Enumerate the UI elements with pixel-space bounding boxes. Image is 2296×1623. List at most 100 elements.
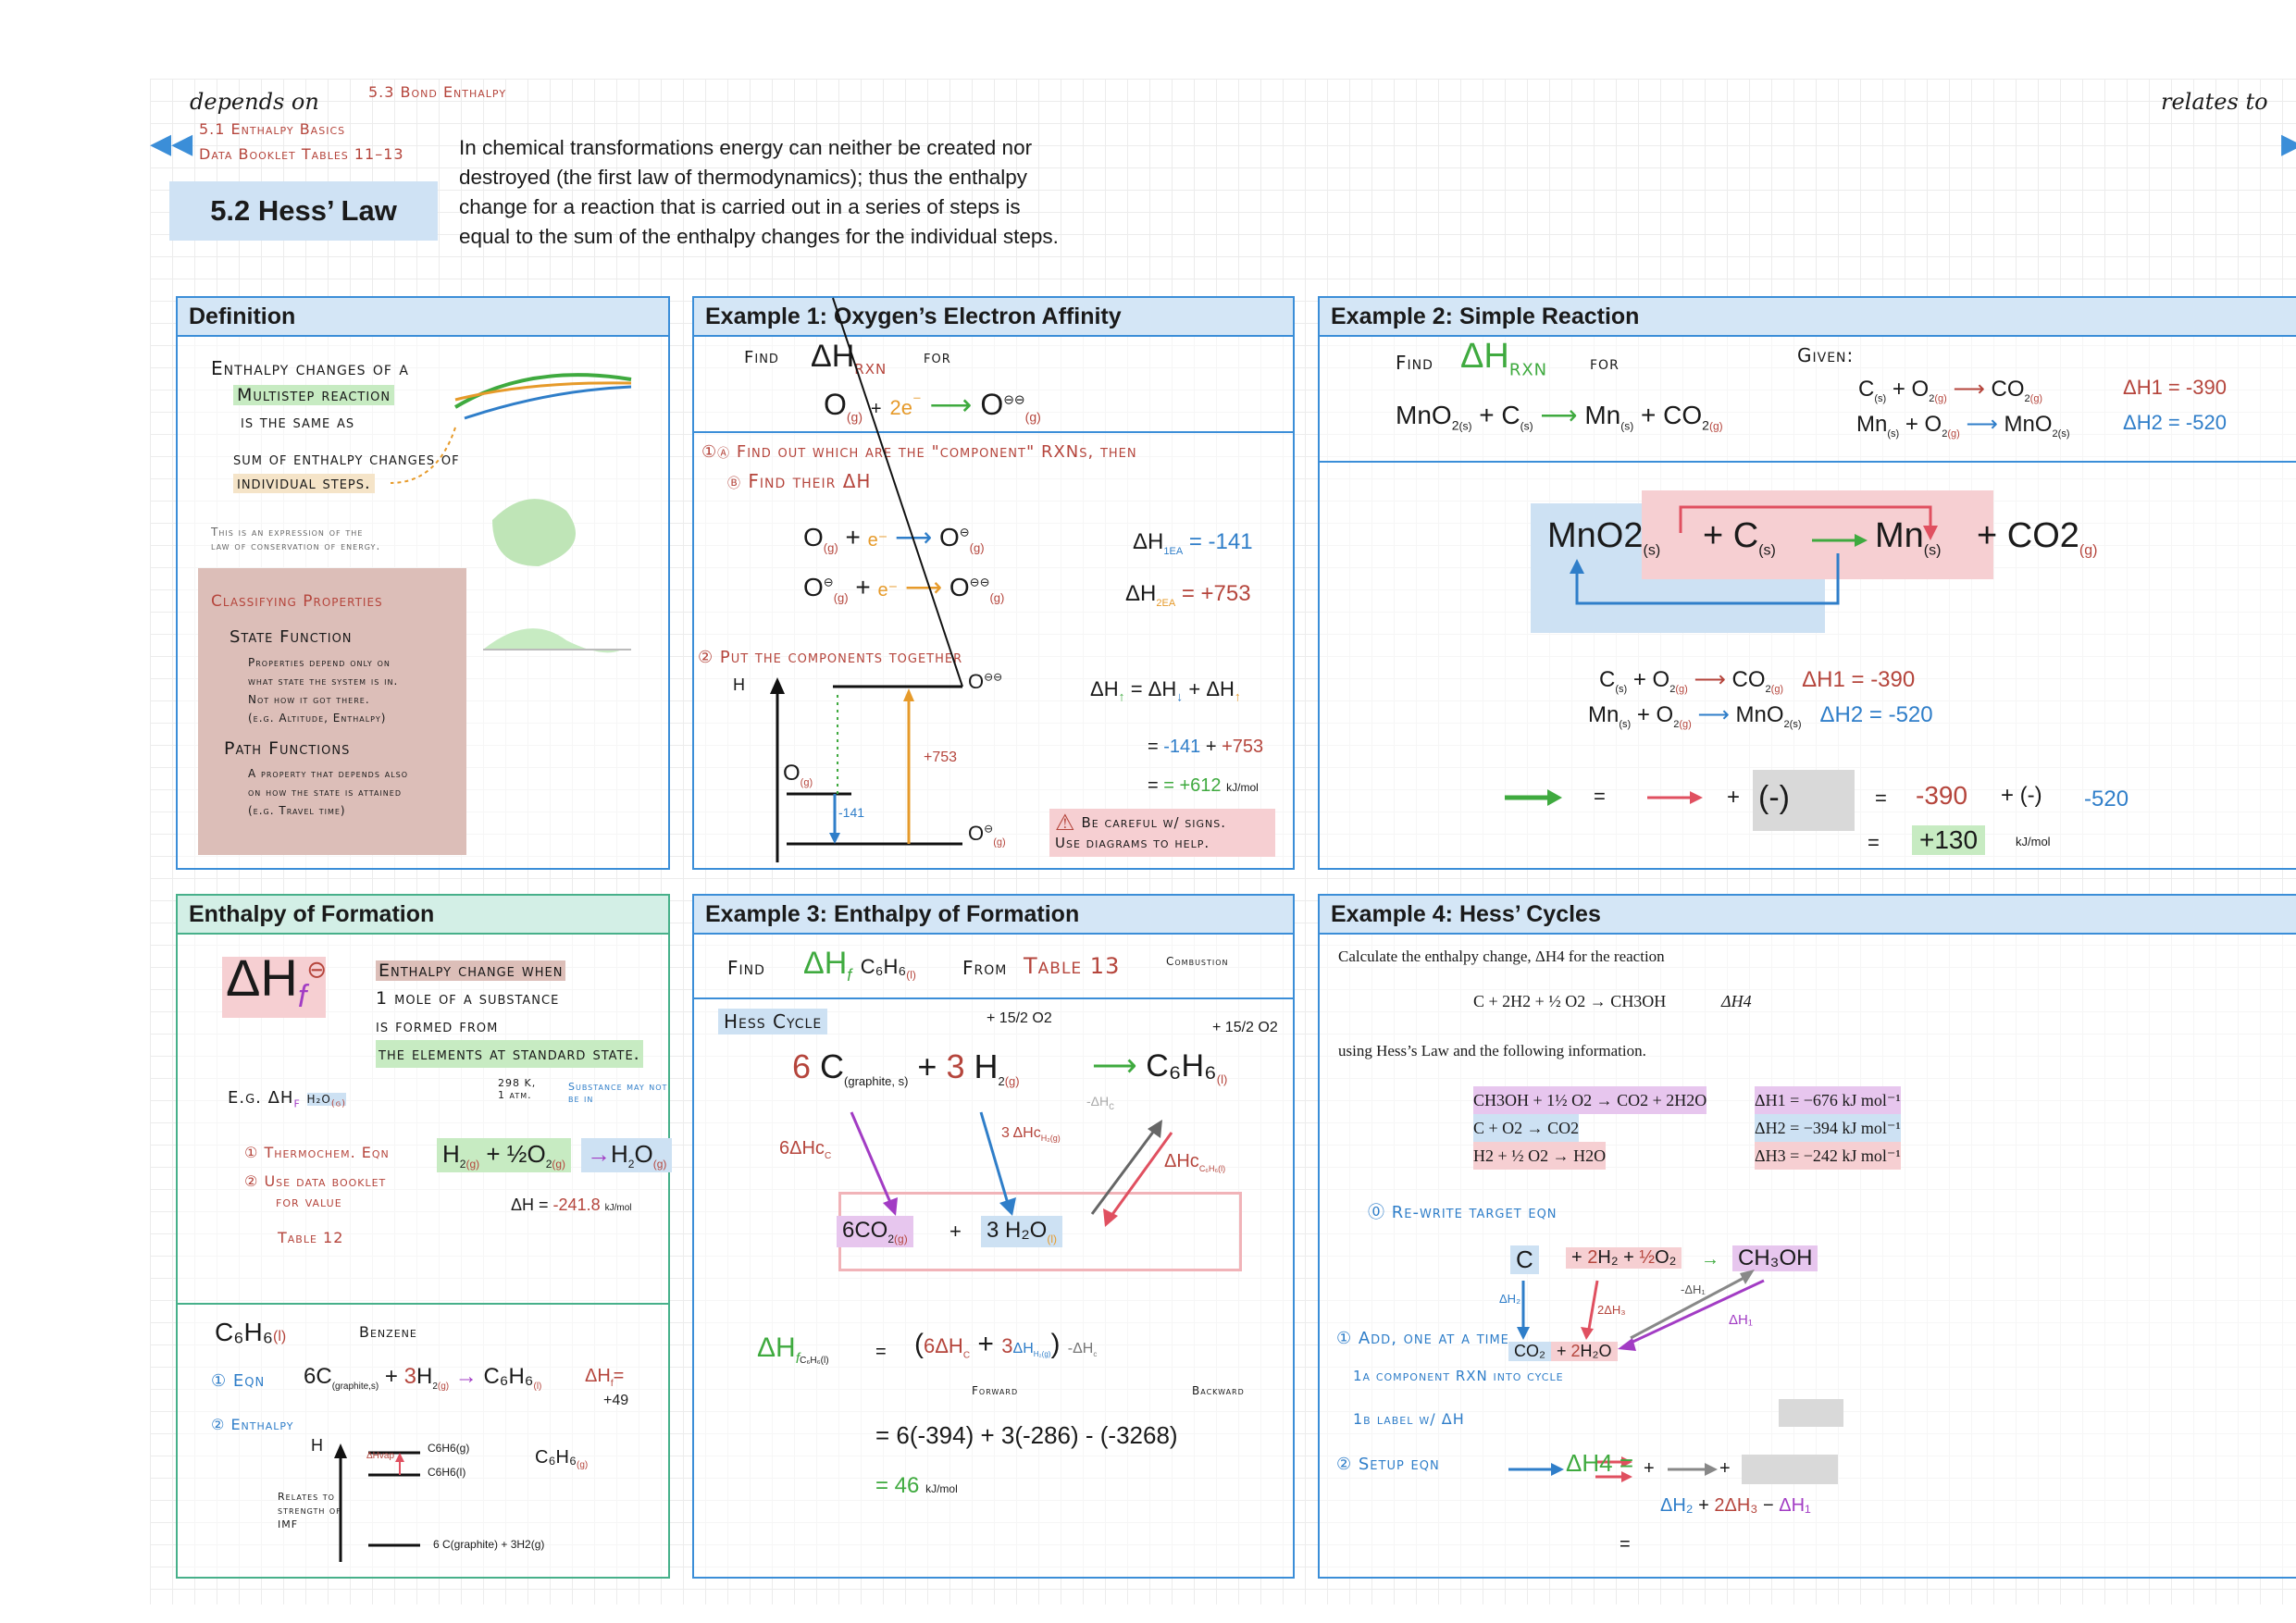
level-gas: C6H6(g) [428, 1442, 470, 1455]
hess-rhs: ⟶ C₆H₆(l) [1092, 1048, 1228, 1086]
classifying-box [198, 568, 466, 855]
find-label: Find [744, 348, 779, 367]
hess-cycle-arrows [850, 1111, 1173, 1227]
dhf-symbol: ΔHf⊖ [226, 948, 328, 1015]
o2-label-b: + 15/2 O2 [1212, 1020, 1278, 1035]
warning-icon: ⚠ [1055, 810, 1076, 836]
eof-definition: Enthalpy change when 1 mole of a substan… [376, 957, 643, 1068]
calc-dhf: ΔHfC₆H₆(l) [757, 1332, 829, 1367]
hess-cycle-label: Hess Cycle [718, 1009, 828, 1035]
given-rxn-2-copy: Mn(s) + O2(g) ⟶ MnO2(s) ΔH2 = -520 [1588, 702, 1933, 730]
definition-text: Enthalpy changes of a [211, 357, 409, 379]
step-1b: 1b label w/ ΔH [1353, 1410, 1465, 1428]
table-12-label: Table 12 [278, 1229, 344, 1246]
path-functions-desc: A property that depends also on how the s… [248, 767, 409, 817]
level-liquid: C6H6(l) [428, 1466, 466, 1479]
example2-panel: Example 2: Simple Reaction Find ΔHRXN fo… [1318, 296, 2296, 870]
definition-text: is the same as [241, 413, 355, 432]
step-1b: ⓑ Find their ΔH [727, 470, 872, 492]
step-2: ② Setup eqn [1336, 1455, 1440, 1474]
eq-plus: + [1727, 785, 1741, 810]
result-130: +130 [1912, 825, 1986, 855]
panel-title: Example 3: Enthalpy of Formation [694, 896, 1293, 935]
cycle-pink-region [1642, 490, 1993, 579]
forward-label: Forward [972, 1384, 1019, 1397]
relates-to-label: relates to [2161, 89, 2268, 115]
substance-note: Substance may not be in [568, 1081, 668, 1105]
2dh3-label: 2ΔH₃ [1597, 1303, 1626, 1317]
label-141: -141 [838, 805, 865, 820]
panel-title: Example 2: Simple Reaction [1320, 298, 2296, 337]
panel-title: Example 4: Hess’ Cycles [1320, 896, 2296, 935]
divider [694, 997, 1293, 999]
step-0: ⓪ Re-write target eqn [1368, 1203, 1558, 1222]
target-reaction: C + 2H2 + ½ O2 → CH3OH [1473, 992, 1667, 1010]
given-rxn-1: C(s) + O2(g) ⟶ CO2(g) [1858, 377, 2043, 404]
label-753: +753 [924, 750, 958, 765]
dhc6-label: 6ΔHcC [779, 1138, 832, 1161]
given-label: Given: [1797, 344, 1855, 366]
combustion-note: Combustion [1166, 955, 1229, 968]
benzene-energy-diagram [334, 1443, 420, 1562]
dependency-link-bond-enthalpy[interactable]: 5.3 Bond Enthalpy [368, 83, 507, 101]
cycle-mno2: MnO2(s) [1547, 516, 1661, 559]
product-co2: 6CO2(g) [837, 1216, 913, 1247]
cycle-co2: + CO2(g) [1977, 516, 2098, 559]
dhc3-label: 3 ΔHcH₂(g) [1001, 1125, 1061, 1144]
eq-equals-3: = [1868, 831, 1880, 854]
ominus-level: O⊖(g) [968, 822, 1006, 849]
divider [178, 1303, 668, 1305]
o-level: O(g) [783, 761, 813, 788]
definition-text: sum of enthalpy changes of [233, 450, 460, 469]
dhc-neg-label: -ΔHc [1086, 1094, 1114, 1112]
energy-level-diagram [770, 297, 963, 862]
dh-result: = = +612 kJ/mol [1148, 775, 1259, 796]
dh1-label: ΔH₁ [1729, 1312, 1753, 1328]
given-dh-2: ΔH2 = -520 [2123, 411, 2227, 434]
neg-dh1-label: -ΔH₁ [1681, 1282, 1706, 1296]
level-elements: 6 C(graphite) + 3H2(g) [433, 1538, 545, 1551]
divider [1320, 461, 2296, 463]
enthalpy-of-formation-panel: Enthalpy of Formation ΔHf⊖ Enthalpy chan… [176, 894, 673, 1579]
target-reaction: O(g) + 2e⁻ ⟶ O⊖⊖(g) [824, 388, 1041, 425]
info-dh-values: ΔH1 = −676 kJ mol⁻¹ ΔH2 = −394 kJ mol⁻¹ … [1755, 1086, 1901, 1170]
panel-title: Definition [178, 298, 668, 337]
forward-icon[interactable]: ▶ [2281, 129, 2296, 159]
hess-cycle-arrows [1508, 1270, 1834, 1482]
calc-equals: = [875, 1342, 887, 1362]
panel-title: Enthalpy of Formation [178, 896, 668, 935]
thermochem-rhs: →H2O(g) [581, 1138, 673, 1173]
example3-panel: Example 3: Enthalpy of Formation Find ΔH… [692, 894, 1295, 1579]
eq-equals-2: = [1875, 787, 1887, 810]
example4-panel: Example 4: Hess’ Cycles Calculate the en… [1318, 894, 2296, 1579]
for-label: for [924, 348, 951, 367]
dh-1ea: ΔH1EA = -141 [1133, 529, 1253, 557]
eq-plus-2: + (-) [2001, 783, 2042, 808]
depends-on-label: depends on [190, 89, 319, 115]
product-plus: + [949, 1220, 962, 1243]
final-expression: ΔH₂ + 2ΔH₃ − ΔH₁ [1660, 1495, 1811, 1516]
divider [694, 431, 1293, 433]
dependency-link-enthalpy-basics[interactable]: 5.1 Enthalpy Basics [199, 120, 346, 138]
thermochem-lhs: H2(g) + ½O2(g) [437, 1138, 572, 1173]
dh-rxn: ΔHRXN [811, 339, 887, 378]
dh-2ea: ΔH2EA = +753 [1125, 581, 1251, 609]
back-icon[interactable]: ◀◀ [150, 129, 193, 159]
grey-box-1 [1779, 1399, 1843, 1427]
step-1: ① Add, one at a time [1336, 1329, 1509, 1348]
cycle-co2: CO₂ [1508, 1342, 1551, 1361]
multistep-highlight: Multistep reaction [233, 385, 395, 405]
value-520: -520 [2084, 787, 2129, 812]
plus-1: + [1719, 1458, 1731, 1479]
relates-imf-note: Relates to strength of IMF [278, 1491, 341, 1530]
dh4-eqn: ΔH4 = [1566, 1449, 1634, 1477]
given-rxn-1-copy: C(s) + O2(g) ⟶ CO2(g) ΔH1 = -390 [1599, 667, 1916, 695]
example1-panel: Example 1: Oxygen’s Electron Affinity Fi… [692, 296, 1295, 870]
given-dh-1: ΔH1 = -390 [2123, 376, 2227, 399]
dependency-link-data-booklet[interactable]: Data Booklet Tables 11–13 [199, 145, 404, 163]
info-equations: CH3OH + 1½ O2 → CO2 + 2H2O C + O2 → CO2 … [1473, 1086, 1707, 1170]
using-text: using Hess’s Law and the following infor… [1338, 1042, 1646, 1059]
component-rxn-1: O(g) + e⁻ ⟶ O⊖(g) [803, 523, 985, 555]
eof-step-2: ② Use data booklet for value [244, 1172, 387, 1210]
benz-step-2: ② Enthalpy [211, 1416, 294, 1433]
